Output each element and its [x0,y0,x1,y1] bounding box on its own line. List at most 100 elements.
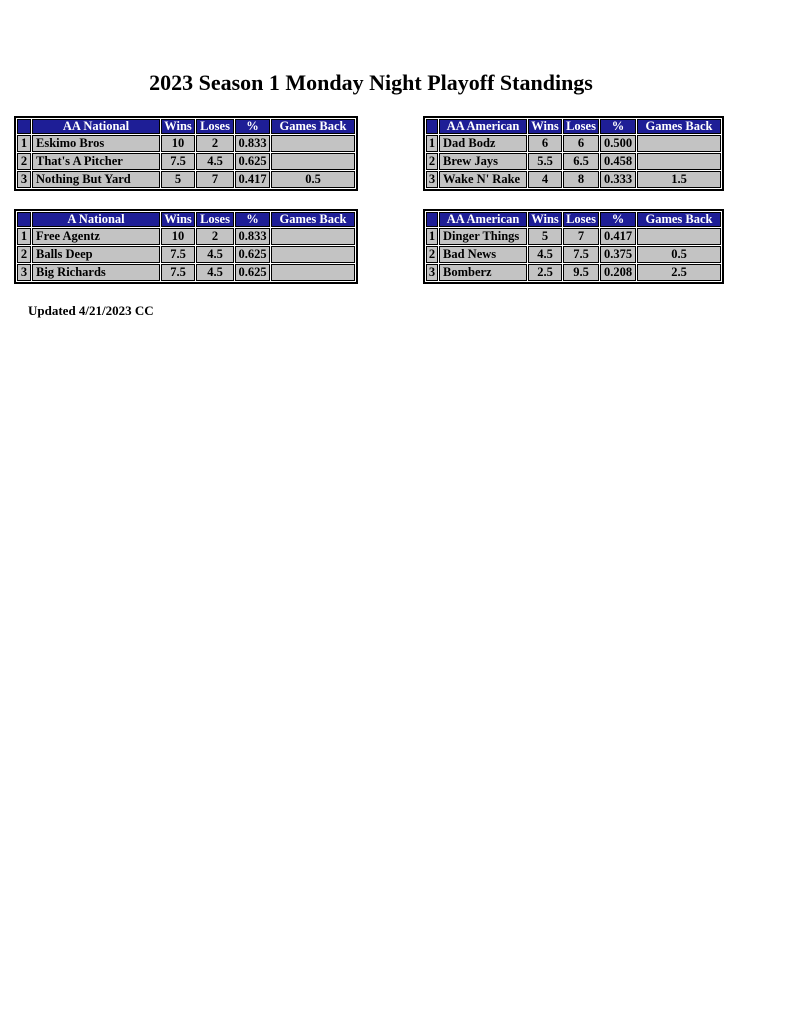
pct-cell: 0.417 [235,171,270,188]
table-header-row: AA American Wins Loses % Games Back [426,119,721,134]
wins-cell: 5.5 [528,153,562,170]
rank-cell: 2 [17,153,31,170]
team-cell: Nothing But Yard [32,171,160,188]
games-back-cell [271,153,355,170]
loses-cell: 9.5 [563,264,599,281]
pct-cell: 0.833 [235,228,270,245]
wins-cell: 5 [161,171,195,188]
rank-header-cell [426,212,438,227]
games-back-cell: 1.5 [637,171,721,188]
rank-header-cell [426,119,438,134]
rank-cell: 2 [426,246,438,263]
table-row: 1 Dad Bodz 6 6 0.500 [426,135,721,152]
rank-cell: 1 [426,228,438,245]
wins-cell: 10 [161,135,195,152]
rank-cell: 3 [426,264,438,281]
games-back-header: Games Back [637,119,721,134]
wins-cell: 4 [528,171,562,188]
loses-cell: 2 [196,135,234,152]
games-back-cell: 0.5 [271,171,355,188]
team-cell: Free Agentz [32,228,160,245]
wins-cell: 7.5 [161,246,195,263]
table-row: 2 Balls Deep 7.5 4.5 0.625 [17,246,355,263]
wins-header: Wins [161,212,195,227]
table-header-row: AA National Wins Loses % Games Back [17,119,355,134]
games-back-cell [637,153,721,170]
rank-cell: 3 [17,264,31,281]
pct-header: % [235,212,270,227]
team-cell: Wake N' Rake [439,171,527,188]
standings-table-aa-national: AA National Wins Loses % Games Back 1 Es… [14,116,358,191]
loses-cell: 4.5 [196,246,234,263]
games-back-cell: 2.5 [637,264,721,281]
wins-header: Wins [528,212,562,227]
games-back-cell [271,246,355,263]
wins-cell: 10 [161,228,195,245]
loses-cell: 6 [563,135,599,152]
pct-cell: 0.500 [600,135,636,152]
loses-cell: 7 [563,228,599,245]
pct-cell: 0.625 [235,153,270,170]
pct-cell: 0.375 [600,246,636,263]
loses-cell: 4.5 [196,264,234,281]
pct-cell: 0.833 [235,135,270,152]
pct-header: % [600,119,636,134]
games-back-header: Games Back [271,119,355,134]
standings-table-aa-american-top: AA American Wins Loses % Games Back 1 Da… [423,116,724,191]
standings-table-a-national: A National Wins Loses % Games Back 1 Fre… [14,209,358,284]
pct-cell: 0.333 [600,171,636,188]
team-cell: Brew Jays [439,153,527,170]
wins-header: Wins [161,119,195,134]
division-header: AA National [32,119,160,134]
pct-header: % [235,119,270,134]
table-row: 3 Wake N' Rake 4 8 0.333 1.5 [426,171,721,188]
wins-cell: 7.5 [161,153,195,170]
loses-cell: 8 [563,171,599,188]
page-title: 2023 Season 1 Monday Night Playoff Stand… [149,70,593,95]
team-cell: Dad Bodz [439,135,527,152]
games-back-header: Games Back [271,212,355,227]
table-row: 3 Big Richards 7.5 4.5 0.625 [17,264,355,281]
wins-cell: 6 [528,135,562,152]
loses-cell: 2 [196,228,234,245]
rank-cell: 3 [426,171,438,188]
rank-header-cell [17,212,31,227]
wins-cell: 7.5 [161,264,195,281]
wins-header: Wins [528,119,562,134]
table-header-row: A National Wins Loses % Games Back [17,212,355,227]
division-header: AA American [439,212,527,227]
team-cell: Big Richards [32,264,160,281]
table-row: 1 Free Agentz 10 2 0.833 [17,228,355,245]
rank-header-cell [17,119,31,134]
loses-cell: 7 [196,171,234,188]
rank-cell: 3 [17,171,31,188]
table-row: 2 Brew Jays 5.5 6.5 0.458 [426,153,721,170]
wins-cell: 5 [528,228,562,245]
standings-table-aa-american-bottom: AA American Wins Loses % Games Back 1 Di… [423,209,724,284]
table-header-row: AA American Wins Loses % Games Back [426,212,721,227]
loses-cell: 7.5 [563,246,599,263]
games-back-cell [271,264,355,281]
pct-cell: 0.625 [235,264,270,281]
team-cell: Balls Deep [32,246,160,263]
games-back-header: Games Back [637,212,721,227]
updated-note: Updated 4/21/2023 CC [28,303,154,318]
team-cell: Dinger Things [439,228,527,245]
rank-cell: 2 [426,153,438,170]
table-row: 2 That's A Pitcher 7.5 4.5 0.625 [17,153,355,170]
team-cell: Bomberz [439,264,527,281]
rank-cell: 1 [17,135,31,152]
games-back-cell [637,135,721,152]
pct-cell: 0.458 [600,153,636,170]
table-row: 2 Bad News 4.5 7.5 0.375 0.5 [426,246,721,263]
division-header: A National [32,212,160,227]
rank-cell: 1 [426,135,438,152]
loses-cell: 4.5 [196,153,234,170]
table-row: 1 Eskimo Bros 10 2 0.833 [17,135,355,152]
team-cell: Eskimo Bros [32,135,160,152]
loses-header: Loses [563,119,599,134]
pct-header: % [600,212,636,227]
team-cell: Bad News [439,246,527,263]
wins-cell: 4.5 [528,246,562,263]
